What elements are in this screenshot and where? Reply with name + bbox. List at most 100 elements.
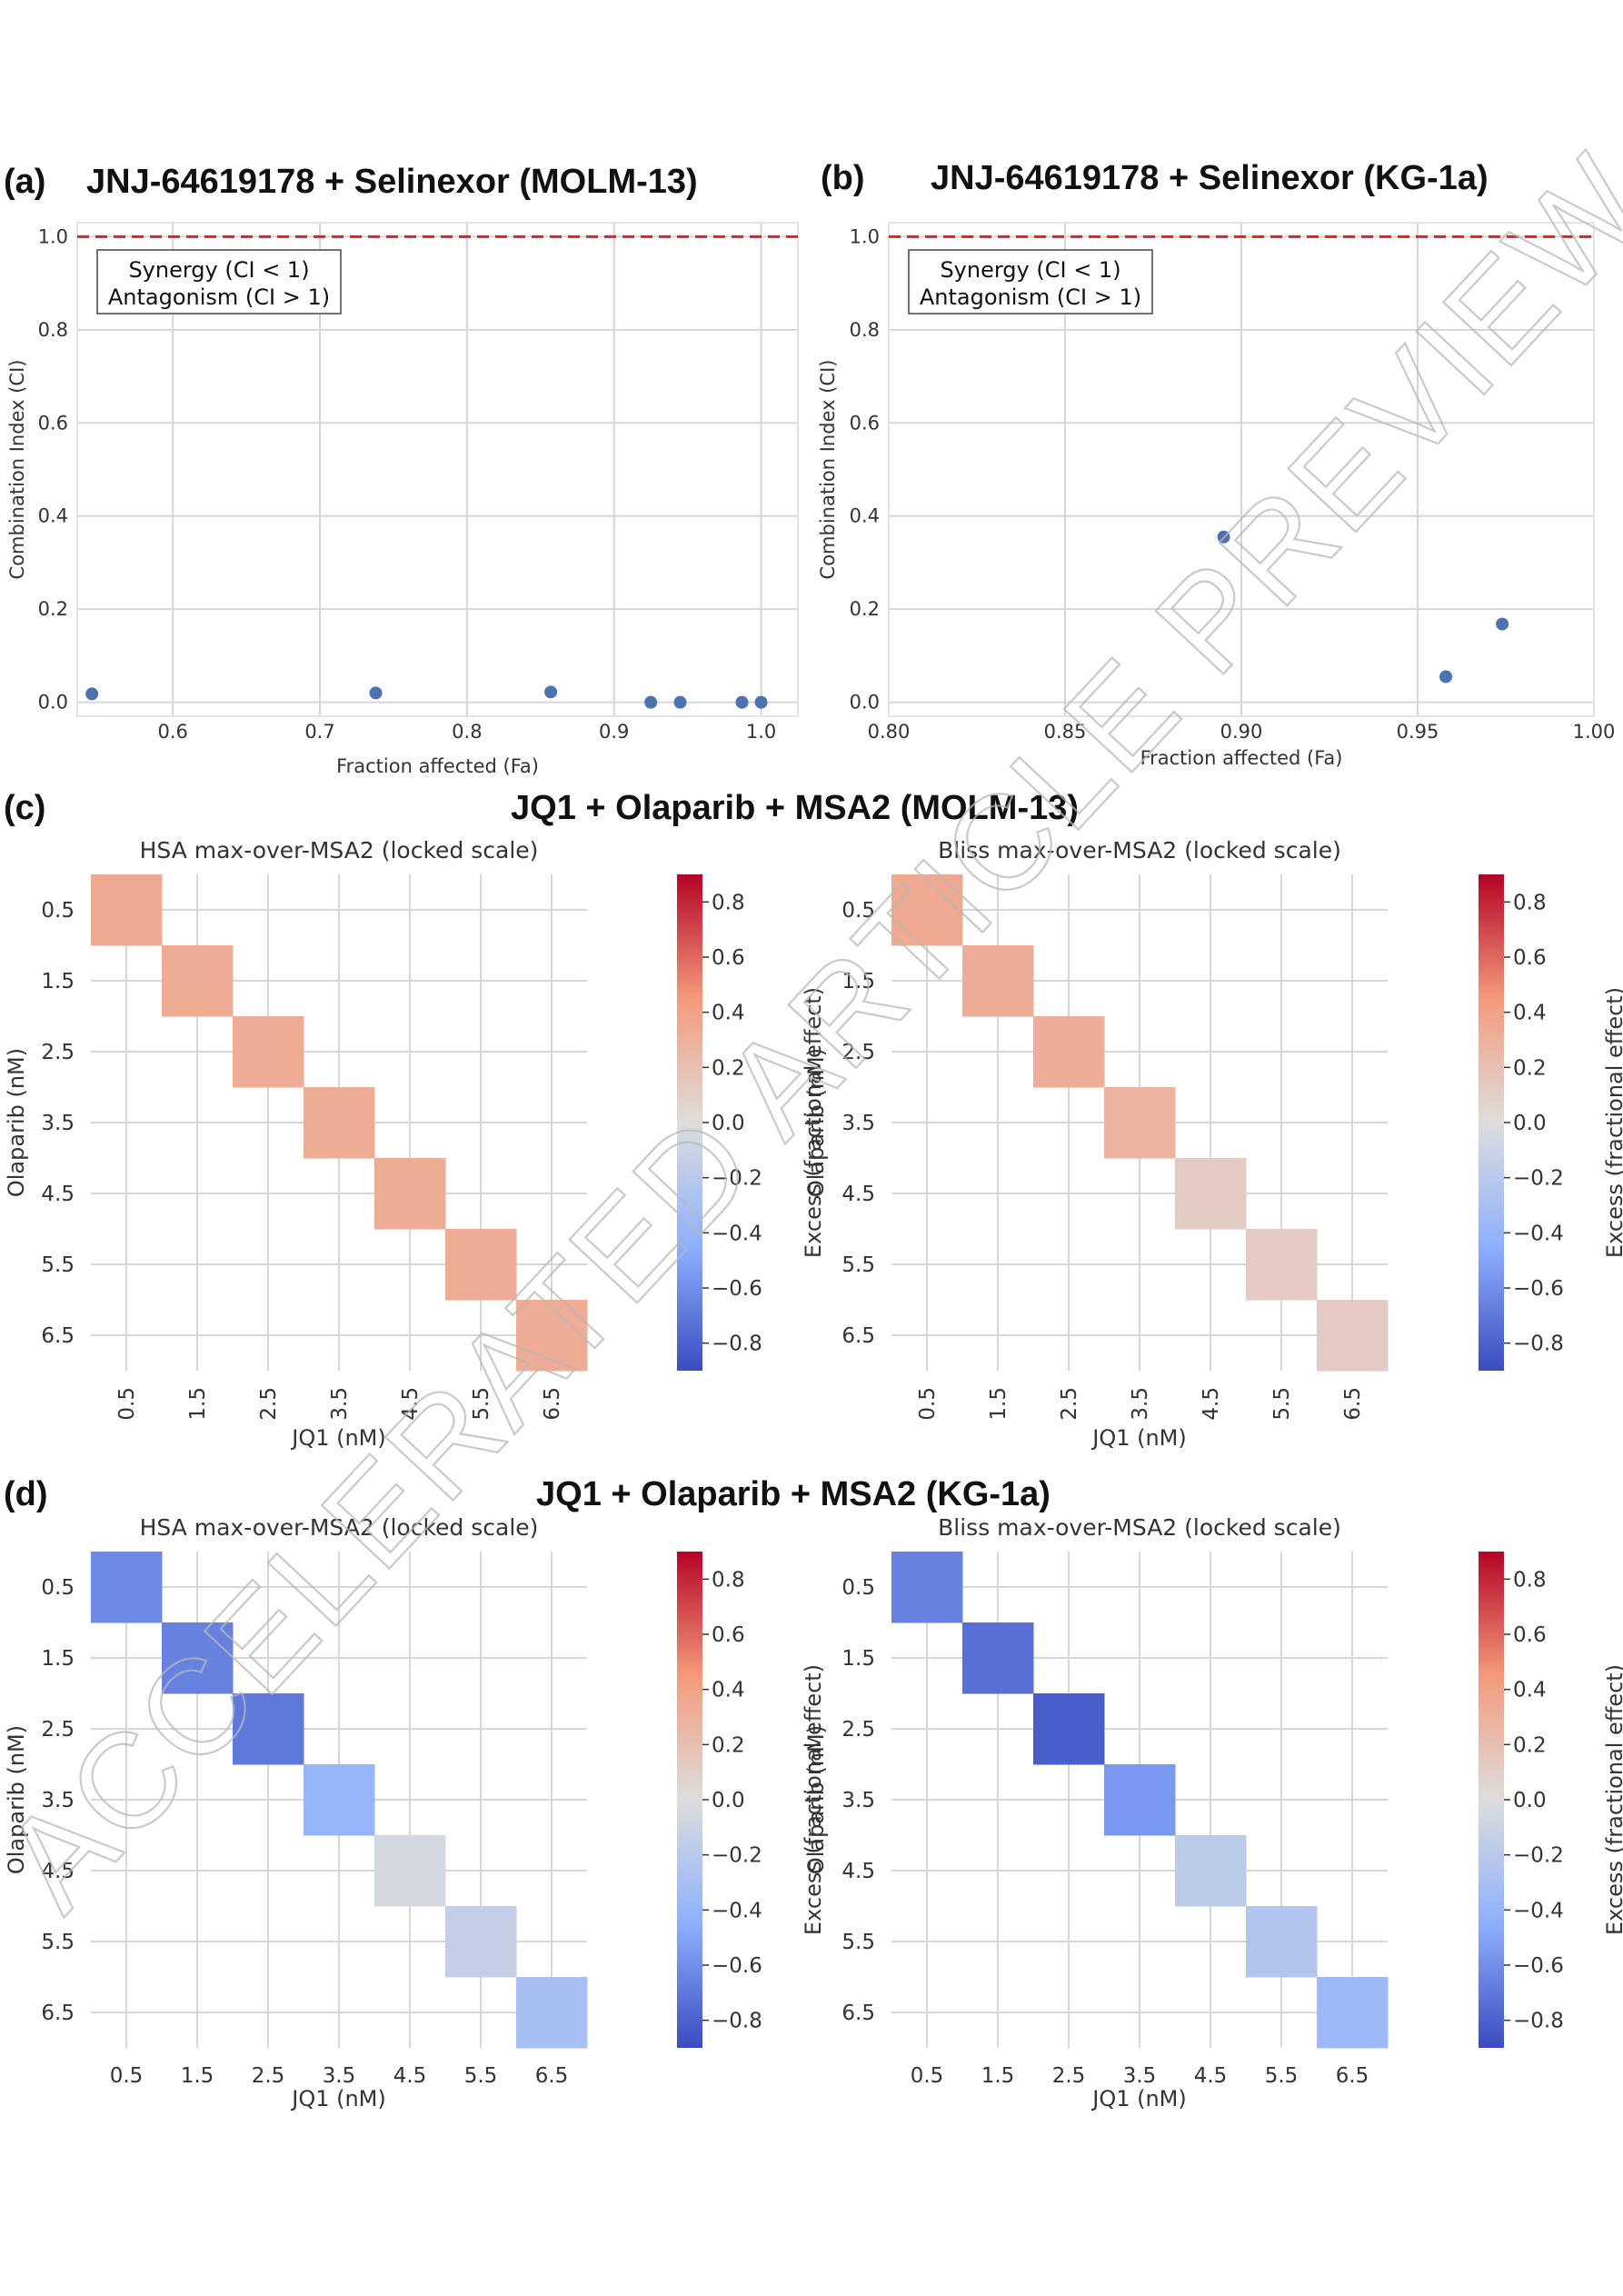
x-axis-label: JQ1 (nM) [1090,1425,1187,1451]
data-point [1439,670,1453,684]
x-tick-label: 2.5 [1058,1387,1081,1421]
colorbar-tick-label: 0.6 [712,946,745,970]
colorbar-tick-label: −0.6 [1513,1954,1564,1978]
colorbar-label: Excess (fractional effect) [801,987,826,1258]
x-tick-label: 6.5 [535,2064,569,2088]
colorbar-tick-label: 0.6 [1513,1623,1547,1647]
y-axis-label: Olaparib (nM) [803,1048,829,1197]
heatmap-d-hsa: HSA max-over-MSA2 (locked scale) 0.5 1.5 2.… [4,1514,826,2111]
y-tick-label: 5.5 [841,1931,875,1954]
x-tick-label: 2.5 [252,2064,285,2088]
scatter-chart-molm13: 0.6 0.7 0.8 0.9 1.0 0.0 0.2 0.4 0.6 0.8 1.0 Synergy… [6,222,799,777]
x-tick-label: 0.85 [1044,721,1087,743]
x-tick-label: 1.00 [1573,721,1616,743]
heatmap-cell [162,1622,234,1694]
x-tick-label: 1.0 [746,721,776,743]
colorbar [677,874,702,1371]
heatmap-cell [1175,1835,1247,1907]
legend-entry: Antagonism (CI > 1) [920,285,1141,310]
heatmap-cell [304,1087,375,1159]
heatmap-title: HSA max-over-MSA2 (locked scale) [140,1514,539,1541]
heatmap-cell [962,945,1034,1017]
heatmap-cell [891,874,963,946]
x-tick-label: 0.5 [916,1387,940,1421]
panel-d-letter: (d) [4,1475,48,1513]
x-tick-label: 4.5 [399,1387,423,1421]
x-tick-label: 0.5 [115,1387,139,1421]
colorbar-tick-label: −0.8 [712,2010,762,2033]
x-tick-label: 1.5 [186,1387,210,1421]
heatmap-cell [91,1552,163,1623]
x-tick-label: 2.5 [257,1387,281,1421]
x-tick-label: 3.5 [328,1387,352,1421]
x-tick-label: 0.95 [1397,721,1439,743]
panel-b-letter: (b) [821,159,865,197]
data-point [369,686,383,700]
heatmap-cell [1317,1977,1389,2049]
heatmap-cell [1317,1300,1389,1372]
x-tick-label: 0.6 [157,721,187,743]
colorbar-tick-label: −0.2 [1513,1844,1564,1868]
y-tick-label: 5.5 [841,1253,875,1277]
panel-d-title: JQ1 + Olaparib + MSA2 (KG-1a) [536,1475,1050,1513]
colorbar [1479,874,1504,1371]
y-tick-label: 0.2 [38,598,68,620]
y-tick-label: 6.5 [41,1324,75,1348]
colorbar-tick-label: 0.8 [1513,891,1547,914]
heatmap-cell [445,1229,517,1301]
colorbar-tick-label: −0.6 [1513,1277,1564,1301]
x-axis-label: JQ1 (nM) [1090,2086,1187,2111]
x-axis-label: JQ1 (nM) [290,1425,386,1451]
colorbar-tick-label: 0.2 [1513,1056,1547,1080]
heatmap-c-bliss: Bliss max-over-MSA2 (locked scale) 0.5 1.5… [803,837,1623,1451]
legend-box [908,249,1153,314]
x-tick-label: 0.9 [599,721,629,743]
heatmap-cell [516,1300,588,1372]
y-tick-label: 0.5 [41,899,75,923]
y-tick-label: 0.8 [850,319,880,341]
colorbar-tick-label: 0.2 [1513,1733,1547,1757]
colorbar-tick-label: 0.6 [1513,946,1547,970]
y-axis-label: Combination Index (CI) [6,360,28,580]
x-tick-label: 4.5 [1194,2064,1228,2088]
colorbar-label: Excess (fractional effect) [1602,987,1623,1258]
colorbar-tick-label: 0.6 [712,1623,745,1647]
y-tick-label: 2.5 [841,1041,875,1064]
colorbar-tick-label: −0.2 [712,1167,762,1191]
y-tick-label: 6.5 [841,1324,875,1348]
colorbar-tick-label: −0.4 [1513,1222,1564,1245]
colorbar-tick-label: −0.8 [712,1333,762,1356]
legend-entry: Synergy (CI < 1) [128,257,309,283]
heatmap-cell [1033,1693,1105,1765]
x-tick-label: 6.5 [541,1387,564,1421]
y-tick-label: 1.5 [841,1647,875,1671]
colorbar-tick-label: 0.0 [712,1112,745,1135]
y-tick-label: 0.4 [38,505,68,527]
heatmap-cell [374,1835,446,1907]
colorbar [1479,1552,1504,2048]
colorbar-tick-label: −0.2 [1513,1167,1564,1191]
heatmap-cell [1246,1906,1318,1978]
heatmap-cell [962,1622,1034,1694]
x-tick-label: 6.5 [1336,2064,1369,2088]
colorbar-tick-label: 0.4 [712,1002,745,1025]
y-tick-label: 5.5 [41,1253,75,1277]
data-point [85,687,99,701]
y-tick-label: 5.5 [41,1931,75,1954]
heatmap-cell [445,1906,517,1978]
x-tick-label: 1.5 [987,1387,1011,1421]
x-tick-label: 1.5 [181,2064,214,2088]
y-tick-label: 2.5 [41,1041,75,1064]
heatmap-cell [304,1764,375,1836]
heatmap-cell [1104,1087,1176,1159]
colorbar-label: Excess (fractional effect) [1602,1664,1623,1935]
y-tick-label: 1.0 [38,225,68,247]
y-tick-label: 2.5 [41,1718,75,1742]
y-tick-label: 6.5 [41,2002,75,2025]
scatter-chart-kg1a: 0.80 0.85 0.90 0.95 1.00 0.0 0.2 0.4 0.6 0.8 1.0 Sy… [817,222,1616,769]
colorbar-tick-label: −0.4 [712,1899,762,1922]
colorbar [677,1552,702,2048]
y-tick-label: 4.5 [41,1860,75,1883]
colorbar-tick-label: 0.2 [712,1056,745,1080]
